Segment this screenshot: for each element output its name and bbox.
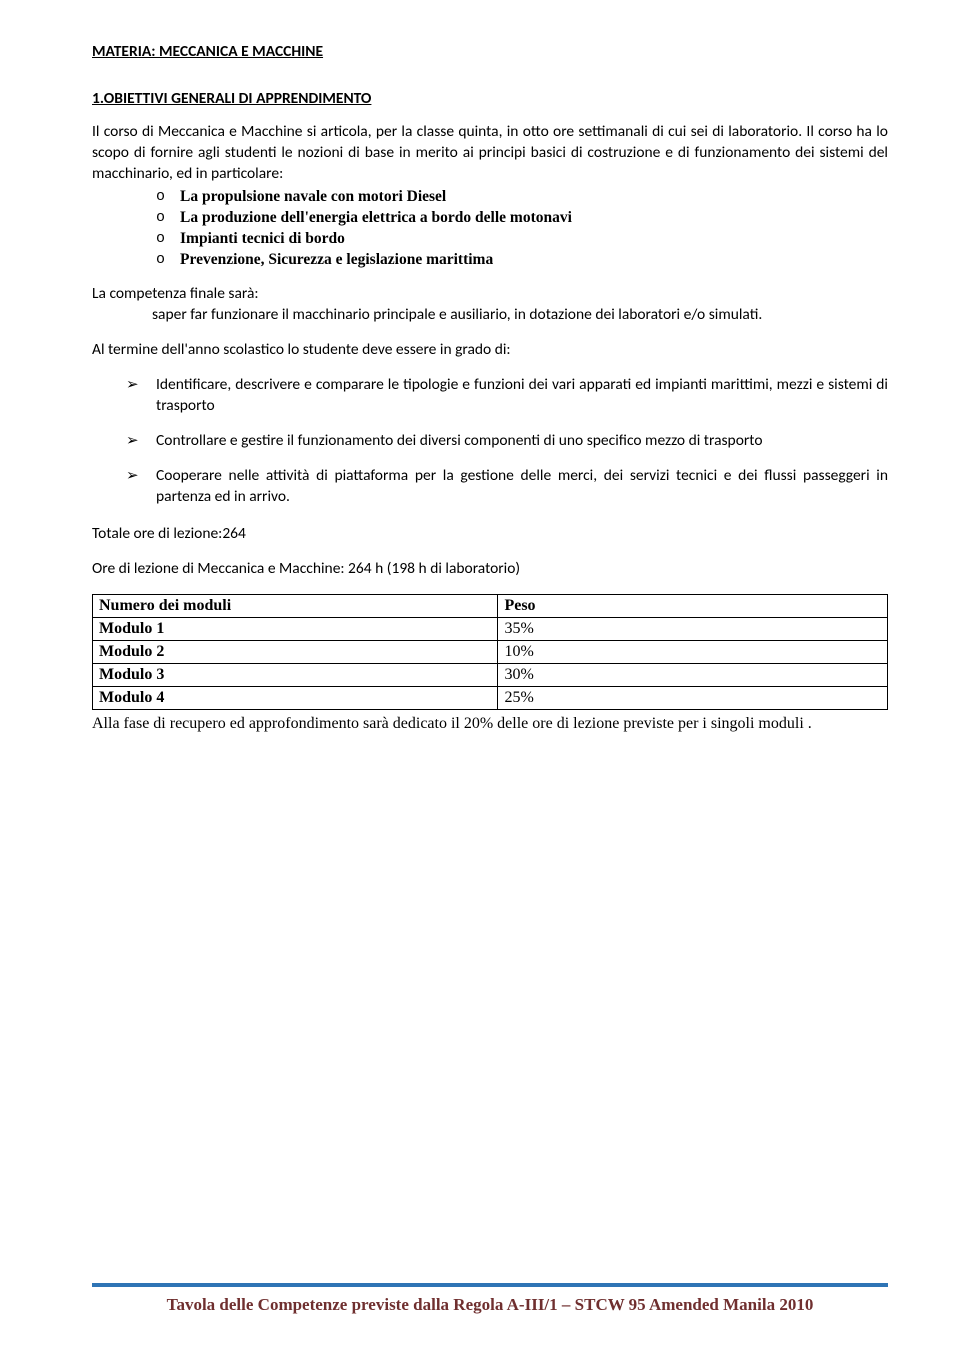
table-row: Modulo 3 30% xyxy=(93,663,888,686)
table-row: Modulo 4 25% xyxy=(93,686,888,709)
weight-note: Alla fase di recupero ed approfondimento… xyxy=(92,714,888,735)
competence-text: saper far funzionare il macchinario prin… xyxy=(92,305,888,326)
list-item: La produzione dell'energia elettrica a b… xyxy=(156,208,888,229)
hours-detail: Ore di lezione di Meccanica e Macchine: … xyxy=(92,559,888,578)
subject-heading: MATERIA: MECCANICA E MACCHINE xyxy=(92,42,888,61)
module-weight-table: Numero dei moduli Peso Modulo 1 35% Modu… xyxy=(92,594,888,710)
list-item-label: Prevenzione, Sicurezza e legislazione ma… xyxy=(180,251,493,268)
list-item: Identificare, descrivere e comparare le … xyxy=(126,375,888,417)
table-row: Modulo 1 35% xyxy=(93,617,888,640)
table-cell: 25% xyxy=(498,686,888,709)
table-cell: 35% xyxy=(498,617,888,640)
list-item: La propulsione navale con motori Diesel xyxy=(156,187,888,208)
document-page: MATERIA: MECCANICA E MACCHINE 1.OBIETTIV… xyxy=(0,0,960,1357)
term-line: Al termine dell'anno scolastico lo stude… xyxy=(92,340,888,361)
table-cell: Modulo 3 xyxy=(93,663,498,686)
table-cell: Modulo 1 xyxy=(93,617,498,640)
total-hours: Totale ore di lezione:264 xyxy=(92,524,888,543)
table-header-cell: Numero dei moduli xyxy=(93,594,498,617)
competence-intro: La competenza finale sarà: xyxy=(92,284,888,305)
table-cell: Modulo 4 xyxy=(93,686,498,709)
list-item: Controllare e gestire il funzionamento d… xyxy=(126,431,888,452)
footer-text: Tavola delle Competenze previste dalla R… xyxy=(167,1295,814,1314)
section-heading: 1.OBIETTIVI GENERALI DI APPRENDIMENTO xyxy=(92,89,888,108)
list-item: Prevenzione, Sicurezza e legislazione ma… xyxy=(156,250,888,271)
table-cell: Modulo 2 xyxy=(93,640,498,663)
table-cell: 30% xyxy=(498,663,888,686)
table-header-cell: Peso xyxy=(498,594,888,617)
list-item-label: La produzione dell'energia elettrica a b… xyxy=(180,209,572,226)
page-footer: Tavola delle Competenze previste dalla R… xyxy=(92,1283,888,1315)
list-item-label: Impianti tecnici di bordo xyxy=(180,230,345,247)
table-header-row: Numero dei moduli Peso xyxy=(93,594,888,617)
table-cell: 10% xyxy=(498,640,888,663)
list-item-label: La propulsione navale con motori Diesel xyxy=(180,188,446,205)
list-item: Impianti tecnici di bordo xyxy=(156,229,888,250)
intro-paragraph: Il corso di Meccanica e Macchine si arti… xyxy=(92,122,888,185)
list-item: Cooperare nelle attività di piattaforma … xyxy=(126,466,888,508)
table-row: Modulo 2 10% xyxy=(93,640,888,663)
outcome-list: Identificare, descrivere e comparare le … xyxy=(92,375,888,508)
topic-list: La propulsione navale con motori Diesel … xyxy=(92,187,888,271)
